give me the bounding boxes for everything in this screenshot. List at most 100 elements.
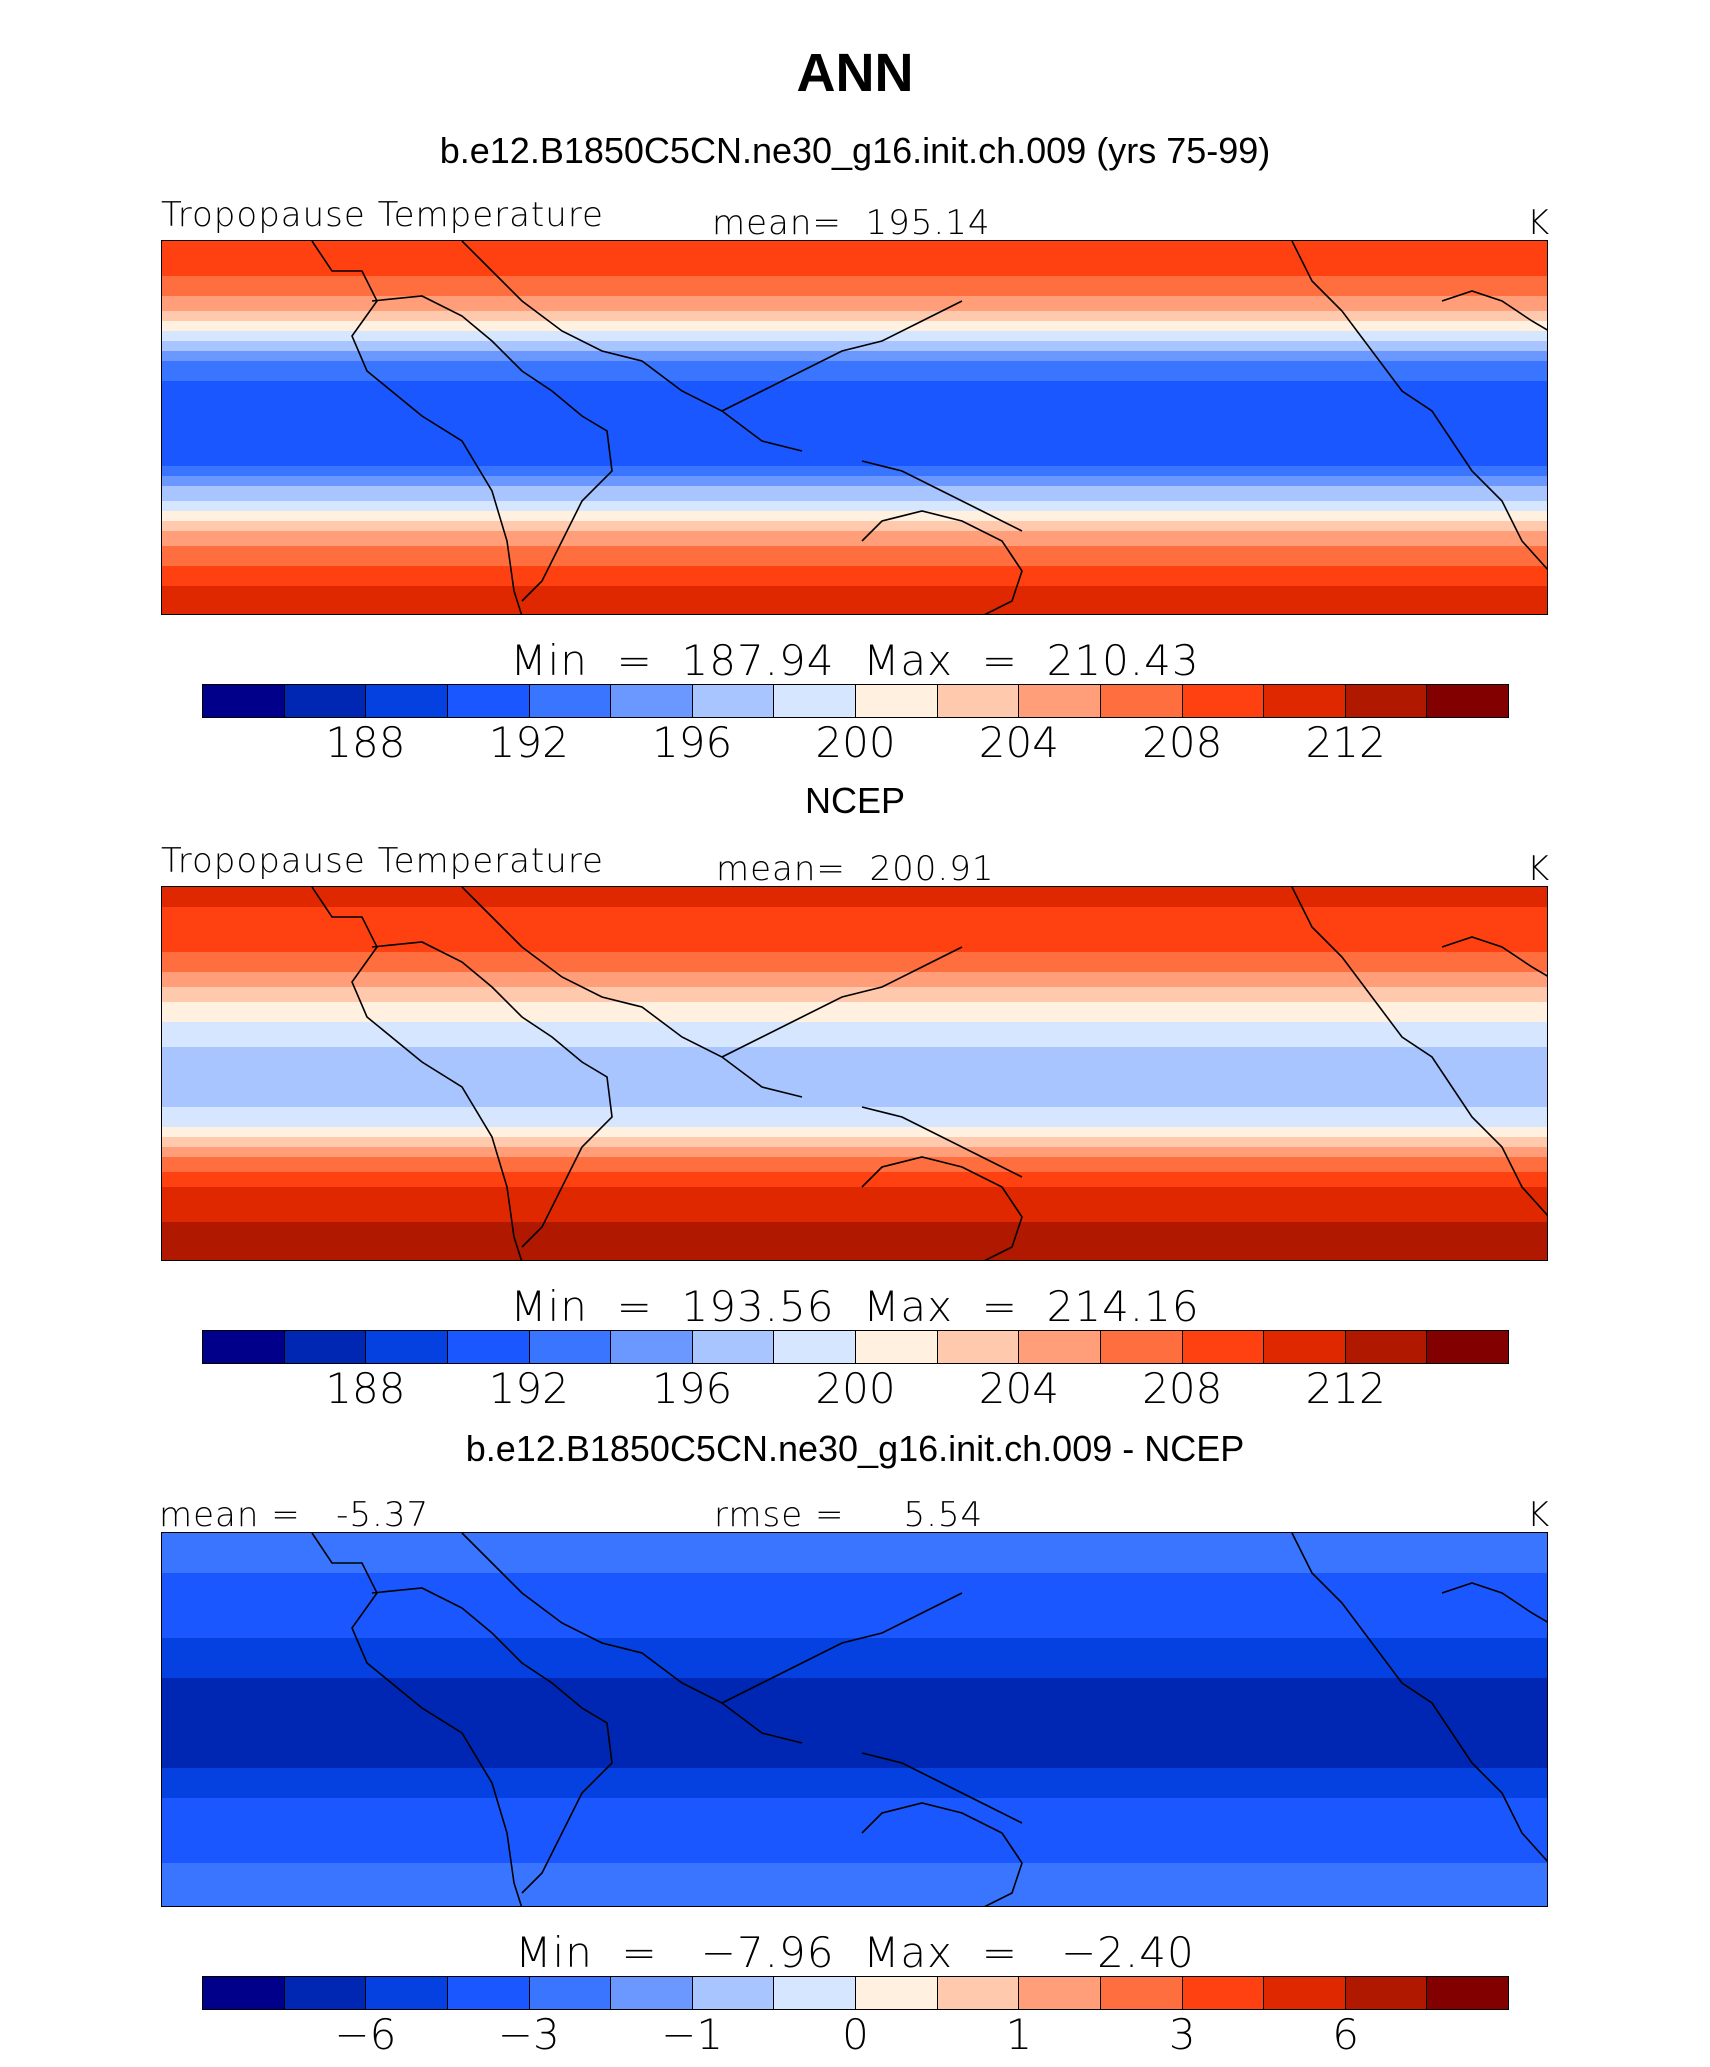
- panel-2-contour-band: [162, 1172, 1547, 1178]
- panel-2-contour-band: [162, 1042, 1547, 1048]
- panel-2-contour-band: [162, 982, 1547, 988]
- panel-1-colorbar-swatch: [366, 685, 448, 717]
- panel-1-contour-band: [162, 601, 1547, 607]
- panel-2-map: [161, 886, 1548, 1261]
- panel-3-contour-band: [162, 1843, 1547, 1849]
- panel-1-contour-band: [162, 506, 1547, 512]
- panel-3-contour-band: [162, 1548, 1547, 1554]
- panel-1-contour-band: [162, 471, 1547, 477]
- panel-2-contour-band: [162, 962, 1547, 968]
- panel-1-contour-band: [162, 286, 1547, 292]
- panel-2-contour-band: [162, 1202, 1547, 1208]
- panel-1-colorbar-swatch: [1345, 685, 1428, 717]
- panel-1-contour-band: [162, 351, 1547, 357]
- panel-1-contour-band: [162, 326, 1547, 332]
- panel-1-contour-band: [162, 581, 1547, 587]
- panel-2-colorbar-swatch: [1182, 1331, 1265, 1363]
- panel-1-contour-band: [162, 446, 1547, 452]
- panel-2-coastline: [1291, 887, 1547, 1216]
- panel-3-colorbar-swatch: [937, 1977, 1020, 2009]
- panel-1-colorbar-swatch: [1182, 685, 1265, 717]
- panel-1-colorbar-swatch: [447, 685, 530, 717]
- panel-3-contour-band: [162, 1538, 1547, 1544]
- panel-2-coastline: [1441, 936, 1547, 977]
- panel-1-coastline: [1441, 290, 1547, 331]
- panel-1-contour-band: [162, 561, 1547, 567]
- panel-2-contour-band: [162, 912, 1547, 918]
- panel-2-colorbar-swatch: [1100, 1331, 1183, 1363]
- panel-1-contour-band: [162, 276, 1547, 282]
- panel-2-colorbar-tick-label: 196: [652, 1364, 733, 1413]
- panel-2-contour-band: [162, 1052, 1547, 1058]
- panel-1-contour-band: [162, 411, 1547, 417]
- panel-1-colorbar-swatch: [284, 685, 367, 717]
- panel-3-max-label: Max: [863, 1928, 954, 1977]
- panel-1-colorbar-swatch: [692, 685, 775, 717]
- panel-3-contour-band: [162, 1898, 1547, 1904]
- panel-3-contour-band: [162, 1728, 1547, 1734]
- panel-2-minmax: Min = 193.56 Max = 214.16: [510, 1282, 1200, 1331]
- panel-2-coastline: [311, 887, 523, 1260]
- panel-3-contour-band: [162, 1683, 1547, 1689]
- panel-1-contour-band: [162, 516, 1547, 522]
- panel-3-coastline: [861, 1802, 1023, 1906]
- panel-3-contour-band: [162, 1868, 1547, 1874]
- panel-1-contour-band: [162, 426, 1547, 432]
- panel-1-contour-band: [162, 501, 1547, 507]
- panel-2-contour-band: [162, 1157, 1547, 1163]
- panel-3-contour-band: [162, 1783, 1547, 1789]
- panel-1-contour-band: [162, 356, 1547, 362]
- panel-1-contour-band: [162, 611, 1547, 614]
- panel-3-map: [161, 1532, 1548, 1907]
- panel-3-contour-band: [162, 1828, 1547, 1834]
- panel-3-colorbar-swatch: [774, 1977, 856, 2009]
- panel-2-variable-label: Tropopause Temperature: [161, 841, 604, 881]
- panel-2-mean-label: mean= 200.91: [716, 849, 995, 889]
- panel-2-colorbar-tick-label: 208: [1142, 1364, 1223, 1413]
- panel-3-contour-band: [162, 1658, 1547, 1664]
- panel-2-contour-band: [162, 1037, 1547, 1043]
- panel-2-contour-band: [162, 1242, 1547, 1248]
- panel-3-coastline: [721, 1592, 963, 1704]
- panel-2-contour-band: [162, 1007, 1547, 1013]
- panel-3-colorbar-swatch: [611, 1977, 693, 2009]
- panel-3-contour-band: [162, 1653, 1547, 1659]
- panel-2-contour-band: [162, 1127, 1547, 1133]
- panel-2-contour-band: [162, 1152, 1547, 1158]
- panel-1-colorbar-tick-label: 208: [1142, 718, 1223, 767]
- panel-1-colorbar-tick-label: 204: [978, 718, 1059, 767]
- panel-2-contour-band: [162, 1067, 1547, 1073]
- panel-3-colorbar: [202, 1976, 1509, 2010]
- panel-3-coastline: [371, 1587, 613, 1894]
- panel-2-contour-band: [162, 1077, 1547, 1083]
- panel-3-colorbar-tick-label: −3: [497, 2010, 560, 2059]
- panel-3-min-value: −7.96: [700, 1928, 835, 1977]
- panel-3-contour-band: [162, 1838, 1547, 1844]
- panel-1-contour-band: [162, 496, 1547, 502]
- panel-2-colorbar-swatch: [856, 1331, 938, 1363]
- panel-1-coastline: [371, 295, 613, 602]
- panel-1-contour-band: [162, 441, 1547, 447]
- panel-1-contour-band: [162, 491, 1547, 497]
- panel-3-contour-band: [162, 1663, 1547, 1669]
- panel-3-colorbar-tick-label: 0: [842, 2010, 869, 2059]
- panel-1-contour-band: [162, 246, 1547, 252]
- panel-3-contour-band: [162, 1793, 1547, 1799]
- panel-2-colorbar-swatch: [366, 1331, 448, 1363]
- panel-2-contour-band: [162, 1147, 1547, 1153]
- panel-2-contour-band: [162, 922, 1547, 928]
- panel-2-colorbar-swatch: [1427, 1331, 1508, 1363]
- panel-2-colorbar-tick-label: 204: [978, 1364, 1059, 1413]
- panel-3-contour-band: [162, 1688, 1547, 1694]
- panel-2-contour-band: [162, 1087, 1547, 1093]
- panel-3-contour-band: [162, 1888, 1547, 1894]
- panel-2-min-value: 193.56: [681, 1282, 835, 1331]
- panel-2-contour-band: [162, 952, 1547, 958]
- panel-1-coastline: [861, 460, 1023, 532]
- panel-2-coastline: [371, 941, 613, 1248]
- panel-2-contour-band: [162, 1107, 1547, 1113]
- panel-3-contour-band: [162, 1818, 1547, 1824]
- panel-2-contour-band: [162, 1017, 1547, 1023]
- panel-2-colorbar-swatch: [611, 1331, 693, 1363]
- panel-2-contour-band: [162, 1207, 1547, 1213]
